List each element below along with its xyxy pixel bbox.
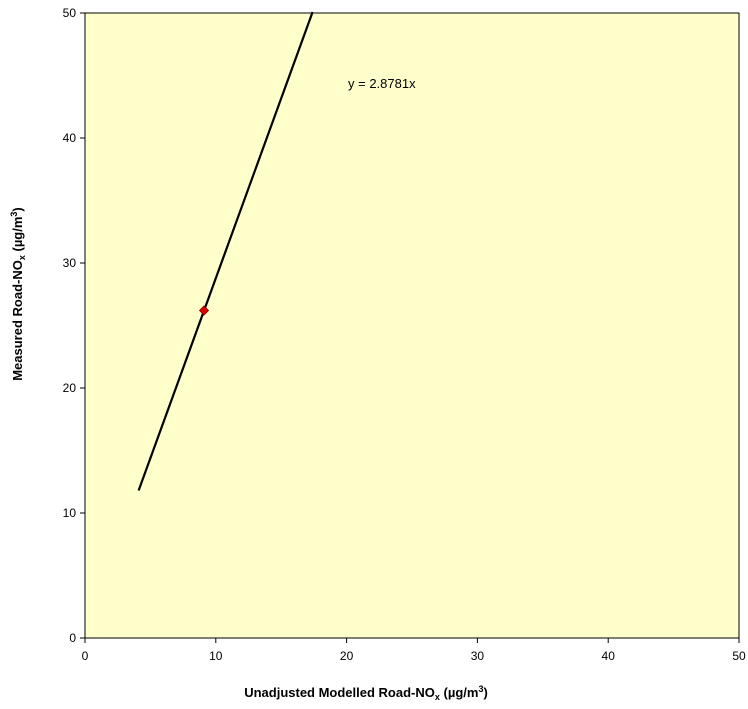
x-axis-ticks: 0 10 20 30 40 50 <box>82 638 746 663</box>
y-tick-label: 0 <box>69 631 76 645</box>
y-tick-label: 10 <box>63 506 77 520</box>
y-axis-title: Measured Road-NOx (µg/m3) <box>9 207 27 381</box>
y-axis-ticks: 0 10 20 30 40 50 <box>63 6 85 645</box>
y-tick-label: 30 <box>63 256 77 270</box>
x-tick-label: 50 <box>732 649 746 663</box>
y-tick-label: 50 <box>63 6 77 20</box>
y-tick-label: 20 <box>63 381 77 395</box>
x-tick-label: 20 <box>340 649 354 663</box>
data-point <box>198 305 210 316</box>
trendline-equation: y = 2.8781x <box>348 76 416 91</box>
trendline <box>137 11 314 491</box>
plot-area <box>84 12 740 639</box>
x-tick-label: 30 <box>471 649 485 663</box>
x-axis-title: Unadjusted Modelled Road-NOx (µg/m3) <box>244 684 488 702</box>
x-tick-label: 10 <box>209 649 223 663</box>
x-tick-label: 0 <box>82 649 89 663</box>
y-tick-label: 40 <box>63 131 77 145</box>
data-points <box>198 305 210 316</box>
x-tick-label: 40 <box>602 649 616 663</box>
